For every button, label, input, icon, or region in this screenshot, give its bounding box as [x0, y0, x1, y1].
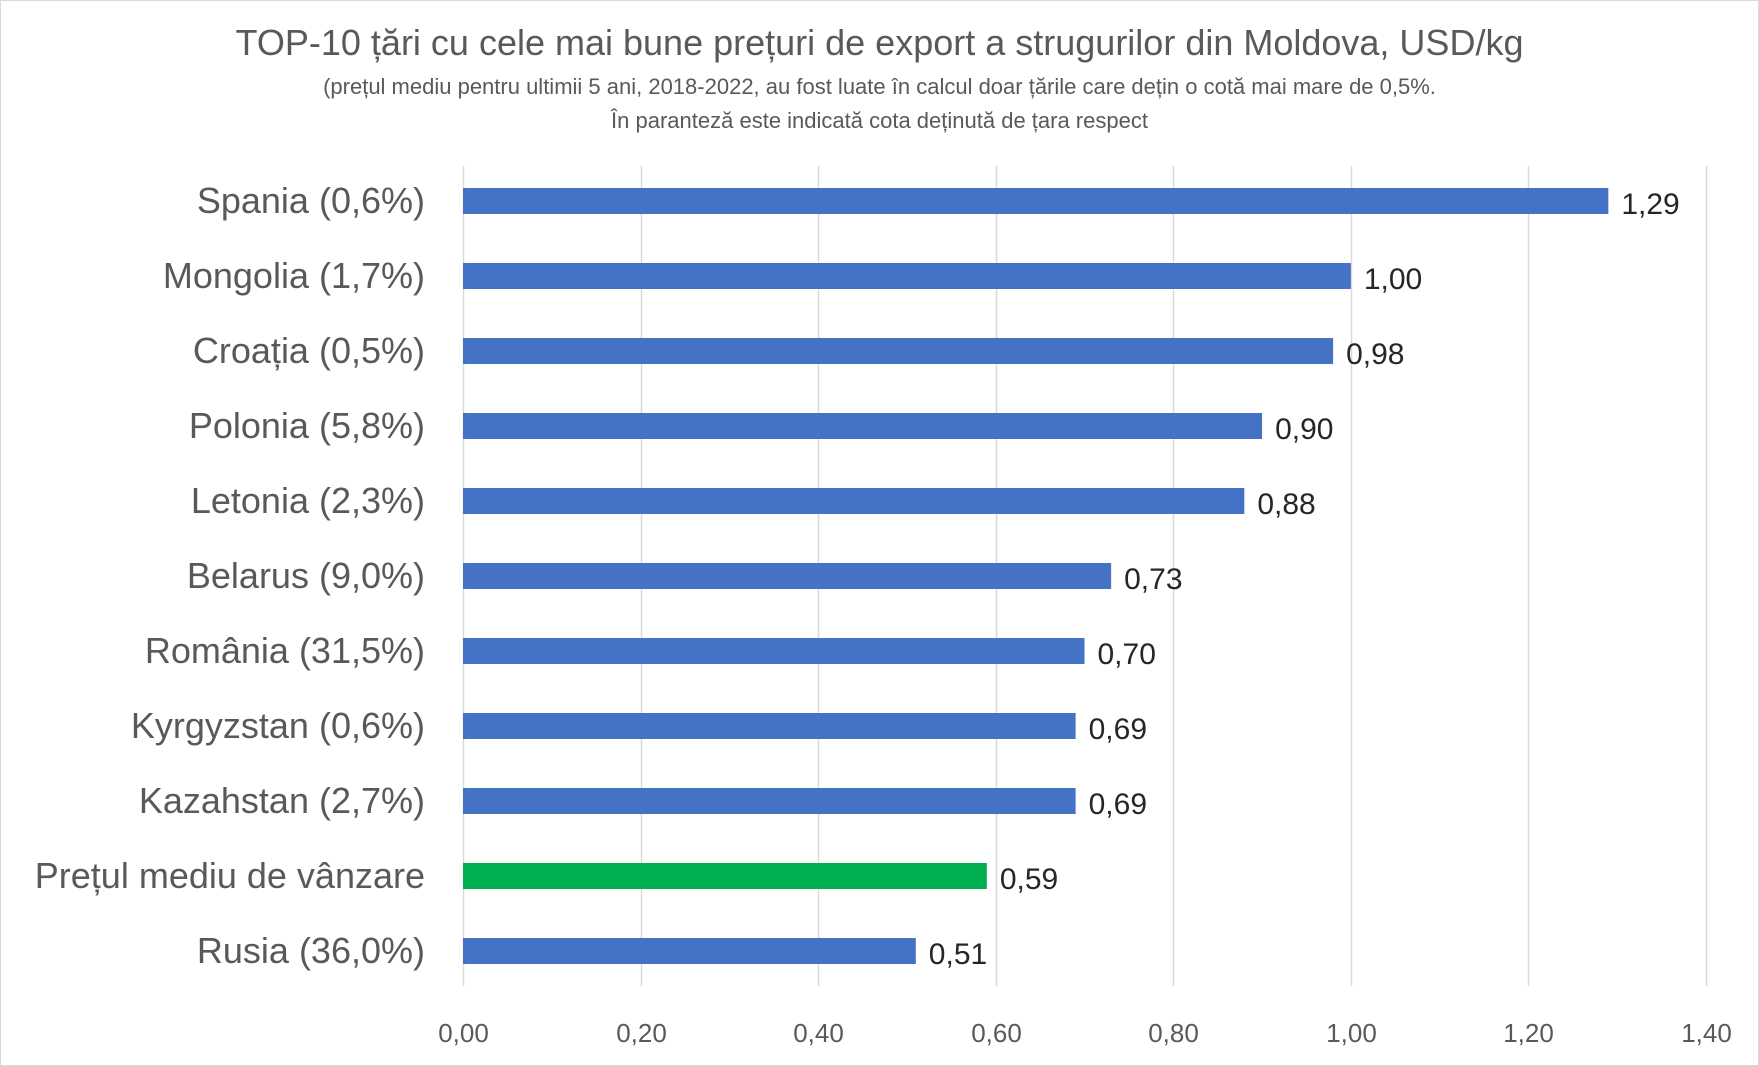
bar	[463, 713, 1076, 739]
x-tick-label: 0,80	[1148, 1018, 1199, 1048]
bar	[463, 938, 916, 964]
data-label: 1,29	[1621, 188, 1679, 221]
category-label: Mongolia (1,7%)	[163, 255, 425, 296]
data-label: 0,69	[1089, 713, 1147, 746]
x-tick-label: 1,20	[1503, 1018, 1554, 1048]
category-label: Kazahstan (2,7%)	[139, 780, 425, 821]
bar	[463, 563, 1112, 589]
category-label: Prețul mediu de vânzare	[35, 855, 425, 896]
bar	[463, 863, 987, 889]
category-label: Spania (0,6%)	[197, 180, 425, 221]
x-tick-label: 1,00	[1326, 1018, 1377, 1048]
x-tick-label: 1,40	[1681, 1018, 1732, 1048]
data-label: 0,70	[1098, 638, 1156, 671]
data-label: 1,00	[1364, 263, 1422, 296]
category-label: Croația (0,5%)	[193, 330, 425, 371]
data-label: 0,73	[1124, 563, 1182, 596]
chart-subtitle-line2: În paranteză este indicată cota deținută…	[611, 108, 1148, 133]
category-label: Kyrgyzstan (0,6%)	[131, 705, 425, 746]
category-label: Polonia (5,8%)	[189, 405, 425, 446]
x-tick-label: 0,60	[971, 1018, 1022, 1048]
data-label: 0,98	[1346, 338, 1404, 371]
data-label: 0,51	[929, 938, 987, 971]
bar	[463, 188, 1609, 214]
x-tick-label: 0,40	[793, 1018, 844, 1048]
data-label: 0,90	[1275, 413, 1333, 446]
data-label: 0,88	[1257, 488, 1315, 521]
x-tick-label: 0,00	[438, 1018, 489, 1048]
x-tick-label: 0,20	[616, 1018, 667, 1048]
bar	[463, 638, 1085, 664]
chart-title: TOP-10 țări cu cele mai bune prețuri de …	[235, 22, 1524, 63]
category-label: România (31,5%)	[145, 630, 425, 671]
data-label: 0,59	[1000, 863, 1058, 896]
bar	[463, 788, 1076, 814]
data-label: 0,69	[1089, 788, 1147, 821]
bar	[463, 488, 1245, 514]
category-label: Letonia (2,3%)	[191, 480, 425, 521]
category-label: Rusia (36,0%)	[197, 930, 425, 971]
category-label: Belarus (9,0%)	[187, 555, 425, 596]
bar	[463, 338, 1334, 364]
bar	[463, 263, 1351, 289]
bar	[463, 413, 1263, 439]
chart-subtitle-line1: (prețul mediu pentru ultimii 5 ani, 2018…	[323, 74, 1436, 99]
